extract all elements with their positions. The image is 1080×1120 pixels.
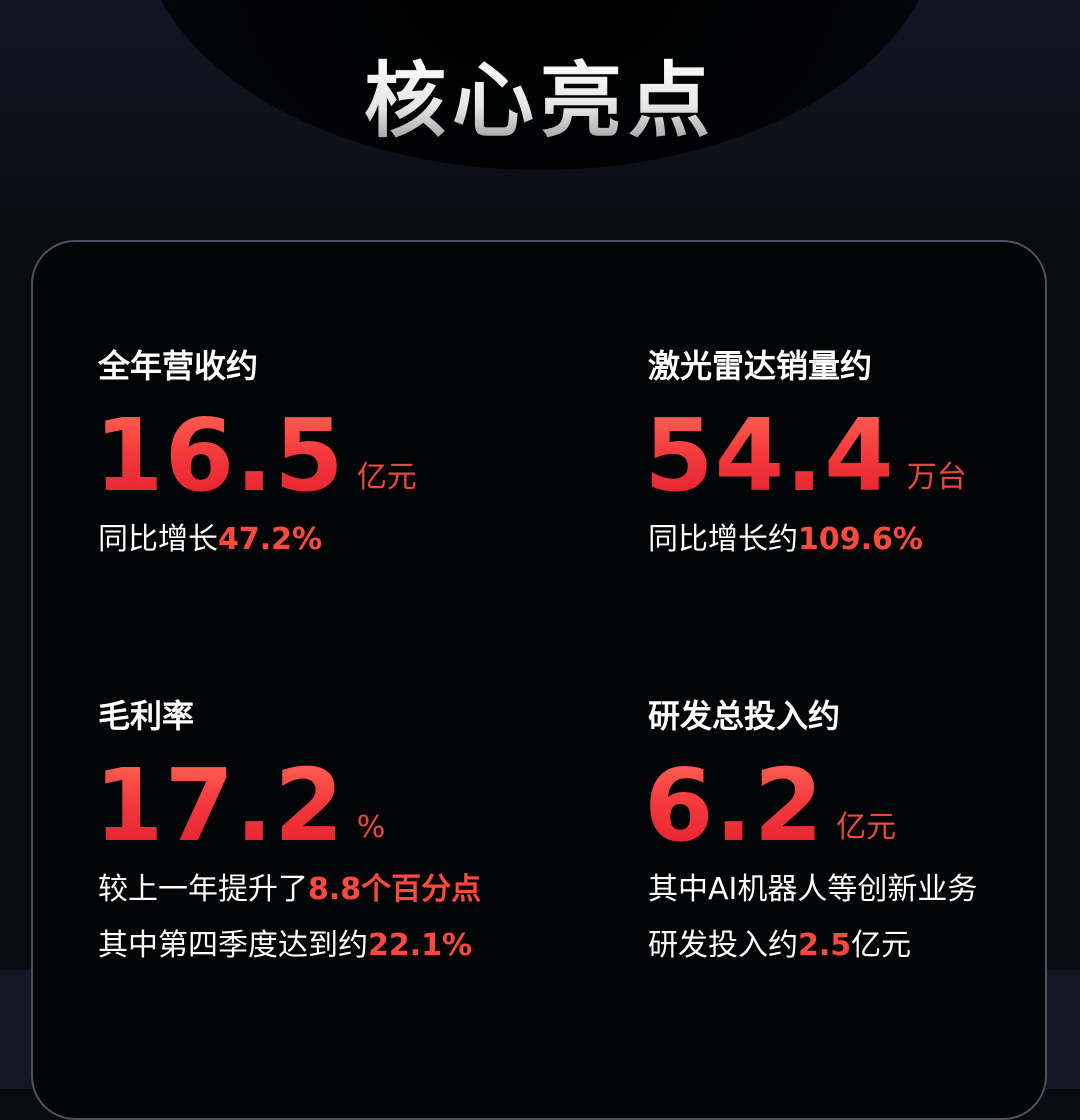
note-text: 较上一年提升了 <box>98 872 308 907</box>
note-text: 研发投入约 <box>648 928 798 963</box>
metric-note: 同比增长47.2% <box>98 518 322 562</box>
metric-note: 其中AI机器人等创新业务 <box>648 868 977 912</box>
metric-unit: 万台 <box>906 460 967 495</box>
note-highlight: 22.1% <box>368 928 473 963</box>
metric-unit: 亿元 <box>356 460 417 495</box>
metric-value: 6.2 <box>644 747 825 864</box>
note-text: 同比增长 <box>98 522 218 557</box>
page-title: 核心亮点 <box>0 52 1080 152</box>
note-highlight: 8.8个百分点 <box>308 872 482 907</box>
note-highlight: 47.2% <box>218 522 323 557</box>
note-suffix: 亿元 <box>851 928 912 963</box>
metric-value-row: 16.5 亿元 <box>94 400 417 512</box>
metric-note-secondary: 研发投入约2.5亿元 <box>648 924 911 968</box>
metric-value: 17.2 <box>94 747 345 864</box>
note-text: 同比增长约 <box>648 522 798 557</box>
note-text: 其中AI机器人等创新业务 <box>648 872 978 907</box>
metric-value: 16.5 <box>94 397 345 514</box>
metric-unit: 亿元 <box>836 810 897 845</box>
metric-note-secondary: 其中第四季度达到约22.1% <box>98 924 472 968</box>
highlights-card: 全年营收约 16.5 亿元 同比增长47.2% 激光雷达销量约 54.4 万台 … <box>31 240 1047 1120</box>
metric-note: 较上一年提升了8.8个百分点 <box>98 868 481 912</box>
metric-value-row: 17.2 % <box>94 750 385 862</box>
metric-value-row: 6.2 亿元 <box>644 750 896 862</box>
metric-note: 同比增长约109.6% <box>648 518 923 562</box>
note-highlight: 109.6% <box>798 522 923 557</box>
metric-label: 研发总投入约 <box>648 697 841 735</box>
note-highlight: 2.5 <box>798 928 852 963</box>
metric-unit: % <box>356 810 386 845</box>
metric-value: 54.4 <box>644 397 895 514</box>
metric-label: 毛利率 <box>98 697 195 735</box>
metric-label: 激光雷达销量约 <box>648 347 873 385</box>
note-text: 其中第四季度达到约 <box>98 928 368 963</box>
metric-label: 全年营收约 <box>98 347 259 385</box>
metric-value-row: 54.4 万台 <box>644 400 967 512</box>
